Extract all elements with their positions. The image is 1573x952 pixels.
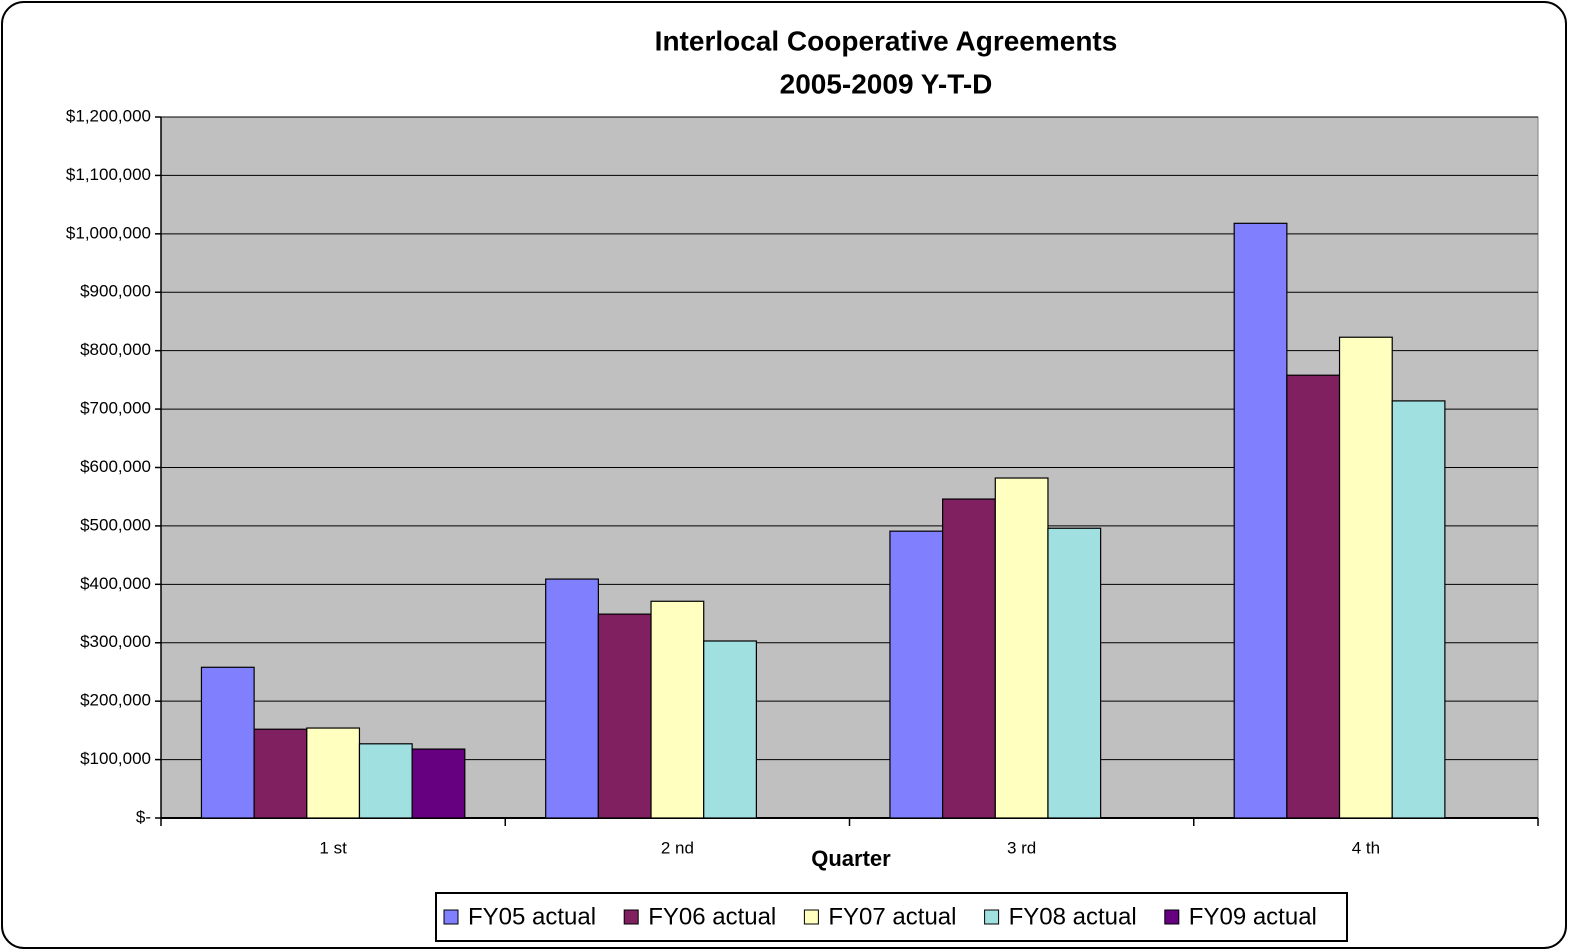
bar xyxy=(994,477,1049,819)
legend-swatch xyxy=(1164,909,1180,925)
bar xyxy=(1286,374,1341,819)
legend-label: FY07 actual xyxy=(828,903,956,930)
bar xyxy=(253,728,308,819)
bar xyxy=(358,743,413,819)
bar xyxy=(411,748,466,819)
y-tick-label: $900,000 xyxy=(80,282,151,301)
legend-swatch xyxy=(623,909,639,925)
legend-label: FY06 actual xyxy=(648,903,776,930)
x-axis-title: Quarter xyxy=(811,846,891,871)
y-tick-label: $200,000 xyxy=(80,691,151,710)
y-tick-label: $1,100,000 xyxy=(66,165,151,184)
y-tick-label: $400,000 xyxy=(80,574,151,593)
bar xyxy=(942,498,996,819)
x-tick-label: 3 rd xyxy=(1007,838,1036,857)
bar xyxy=(1233,222,1288,819)
bar xyxy=(889,530,944,819)
y-tick-label: $300,000 xyxy=(80,632,151,651)
x-tick-label: 4 th xyxy=(1352,838,1380,857)
bar xyxy=(597,613,652,819)
legend-box xyxy=(435,892,1348,942)
legend-label: FY05 actual xyxy=(468,903,596,930)
y-tick-label: $- xyxy=(136,807,151,826)
bar xyxy=(650,600,705,819)
y-tick-label: $800,000 xyxy=(80,340,151,359)
bar xyxy=(306,727,361,819)
y-tick-label: $1,000,000 xyxy=(66,223,151,242)
bar xyxy=(1047,527,1102,819)
y-tick-label: $500,000 xyxy=(80,515,151,534)
y-tick-label: $100,000 xyxy=(80,749,151,768)
bar xyxy=(545,578,599,819)
chart-subtitle: 2005-2009 Y-T-D xyxy=(780,68,993,99)
bar xyxy=(1391,400,1446,819)
legend-swatch xyxy=(803,909,819,925)
bar xyxy=(200,666,255,819)
bar xyxy=(1338,336,1393,819)
y-tick-label: $700,000 xyxy=(80,399,151,418)
chart-title: Interlocal Cooperative Agreements xyxy=(655,25,1118,56)
legend-label: FY08 actual xyxy=(1009,903,1137,930)
legend-label: FY09 actual xyxy=(1189,903,1317,930)
x-tick-label: 1 st xyxy=(319,838,347,857)
legend-swatch xyxy=(443,909,459,925)
y-tick-label: $1,200,000 xyxy=(66,106,151,125)
legend-swatch xyxy=(984,909,1000,925)
x-tick-label: 2 nd xyxy=(661,838,694,857)
y-tick-label: $600,000 xyxy=(80,457,151,476)
bar xyxy=(703,640,757,819)
